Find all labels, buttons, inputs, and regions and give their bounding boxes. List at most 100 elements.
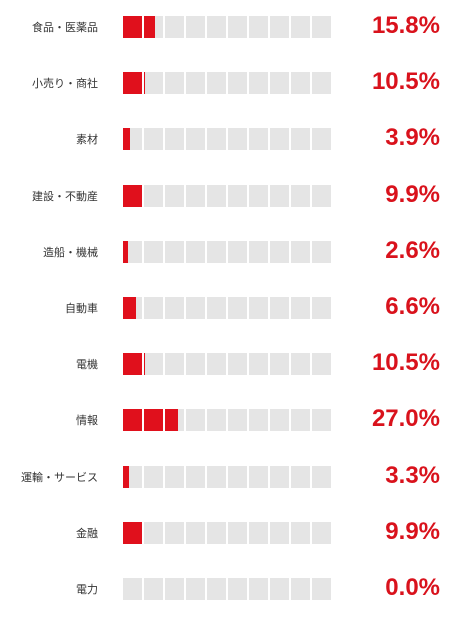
chart-row: 造船・機械 2.6%: [0, 237, 460, 264]
bar-cell: [144, 521, 163, 544]
chart-row: 小売り・商社 10.5%: [0, 68, 460, 95]
value-label: 3.3%: [385, 461, 440, 489]
bar-cell: [186, 297, 205, 319]
bar-cell: [144, 465, 163, 488]
category-label: 電機: [76, 358, 98, 372]
bar-fill: [123, 465, 130, 488]
category-label: 造船・機械: [43, 245, 98, 259]
bar-cell: [207, 465, 226, 488]
bar-cell: [123, 578, 142, 600]
bar-cell: [270, 240, 289, 263]
bar-track: [123, 184, 337, 207]
bar-fill: [144, 72, 145, 95]
bar-cell: [207, 184, 226, 207]
bar-cell: [165, 353, 184, 376]
bar-fill: [123, 128, 131, 151]
bar-cell: [186, 240, 205, 263]
bar-cell: [228, 353, 247, 376]
chart-row: 自動車 6.6%: [0, 293, 460, 320]
bar-cell: [312, 297, 331, 319]
bar-cell: [291, 16, 310, 38]
bar-cell: [144, 353, 163, 376]
bar-cell: [249, 184, 268, 207]
value-label: 6.6%: [385, 293, 440, 320]
bar-cell: [291, 128, 310, 151]
value-label: 3.9%: [385, 124, 440, 152]
bar-cell: [186, 353, 205, 376]
bar-cell: [228, 72, 247, 95]
bar-fill: [123, 409, 142, 432]
chart-row: 情報 27.0%: [0, 405, 460, 432]
bar-cell: [144, 297, 163, 319]
bar-cell: [291, 521, 310, 544]
bar-cell: [312, 465, 331, 488]
bar-cell: [249, 578, 268, 600]
bar-cell: [123, 353, 142, 376]
chart-row: 電機 10.5%: [0, 349, 460, 376]
value-label: 0.0%: [385, 574, 440, 601]
bar-cell: [270, 128, 289, 151]
bar-fill: [144, 16, 156, 38]
bar-cell: [165, 16, 184, 38]
bar-cell: [144, 578, 163, 600]
bar-cell: [165, 128, 184, 151]
bar-cell: [228, 16, 247, 38]
bar-cell: [207, 521, 226, 544]
bar-cell: [228, 297, 247, 319]
bar-cell: [291, 578, 310, 600]
bar-cell: [186, 128, 205, 151]
bar-cell: [249, 128, 268, 151]
bar-cell: [249, 353, 268, 376]
bar-cell: [165, 297, 184, 319]
bar-cell: [249, 16, 268, 38]
bar-cell: [228, 128, 247, 151]
bar-cell: [123, 16, 142, 38]
bar-cell: [291, 297, 310, 319]
bar-fill: [123, 353, 142, 376]
bar-cell: [249, 521, 268, 544]
value-label: 27.0%: [371, 405, 440, 433]
bar-cell: [186, 409, 205, 432]
bar-cell: [270, 353, 289, 376]
bar-cell: [249, 297, 268, 319]
bar-cell: [186, 521, 205, 544]
bar-cell: [312, 353, 331, 376]
value-label: 10.5%: [371, 68, 440, 96]
bar-cell: [228, 578, 247, 600]
bar-cell: [249, 409, 268, 432]
bar-cell: [123, 72, 142, 95]
bar-cell: [228, 184, 247, 207]
chart-row: 電力 0.0%: [0, 574, 460, 601]
bar-fill: [123, 521, 142, 544]
category-label: 金融: [76, 526, 98, 540]
bar-cell: [207, 297, 226, 319]
bar-cell: [228, 409, 247, 432]
category-label: 素材: [76, 133, 98, 147]
bar-cell: [228, 521, 247, 544]
bar-cell: [270, 16, 289, 38]
value-label: 10.5%: [371, 349, 440, 377]
bar-cell: [291, 465, 310, 488]
bar-cell: [312, 184, 331, 207]
bar-track: [123, 409, 337, 432]
value-label: 2.6%: [385, 236, 440, 264]
bar-cell: [312, 240, 331, 263]
bar-cell: [186, 16, 205, 38]
bar-cell: [312, 128, 331, 151]
bar-track: [123, 297, 337, 319]
bar-cell: [270, 578, 289, 600]
bar-cell: [228, 240, 247, 263]
bar-track: [123, 16, 337, 38]
value-label: 9.9%: [385, 517, 440, 545]
bar-cell: [270, 297, 289, 319]
bar-cell: [144, 409, 163, 432]
bar-cell: [165, 240, 184, 263]
bar-cell: [270, 184, 289, 207]
bar-cell: [207, 240, 226, 263]
bar-track: [123, 465, 337, 488]
bar-cell: [144, 128, 163, 151]
bar-fill: [123, 184, 142, 207]
chart-row: 素材 3.9%: [0, 124, 460, 151]
bar-cell: [207, 72, 226, 95]
bar-cell: [123, 521, 142, 544]
